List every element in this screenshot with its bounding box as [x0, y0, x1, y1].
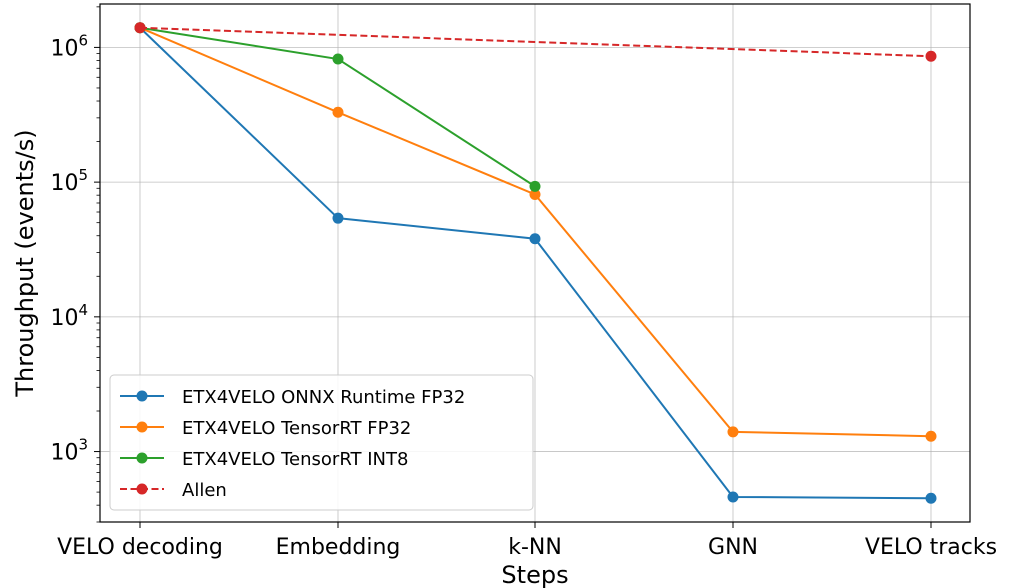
legend-entry: ETX4VELO ONNX Runtime FP32 — [182, 387, 465, 408]
x-tick-label: Embedding — [276, 535, 401, 560]
y-tick-exponent: 4 — [78, 301, 88, 319]
data-point — [332, 212, 344, 224]
x-tick-label: k-NN — [508, 535, 562, 560]
data-point — [134, 22, 146, 34]
data-point — [529, 233, 541, 245]
x-tick-label: GNN — [708, 535, 758, 560]
data-point — [925, 430, 937, 442]
data-point — [727, 426, 739, 438]
data-point — [925, 50, 937, 62]
data-point — [332, 106, 344, 118]
y-tick-base: 10 — [50, 171, 78, 196]
y-tick-base: 10 — [50, 306, 78, 331]
legend-marker — [136, 483, 148, 495]
series-line — [139, 26, 932, 58]
data-point — [925, 492, 937, 504]
legend-marker — [136, 390, 148, 402]
x-tick-label: VELO decoding — [57, 535, 223, 560]
legend: ETX4VELO ONNX Runtime FP32 ETX4VELO Tenso… — [109, 374, 534, 511]
series-3 — [134, 22, 937, 62]
data-point — [529, 180, 541, 192]
legend-entry: Allen — [182, 480, 227, 501]
y-tick-label: 106 — [50, 31, 88, 61]
y-tick-exponent: 3 — [78, 436, 88, 454]
data-point — [529, 188, 541, 200]
legend-marker — [136, 452, 148, 464]
legend-entry: ETX4VELO TensorRT INT8 — [182, 449, 408, 470]
y-tick-label: 105 — [50, 166, 88, 196]
y-tick-exponent: 5 — [78, 166, 88, 184]
legend-marker — [136, 421, 148, 433]
y-tick-exponent: 6 — [78, 31, 88, 49]
data-point — [727, 491, 739, 503]
x-tick-label: VELO tracks — [865, 535, 997, 560]
y-tick-base: 10 — [50, 441, 78, 466]
y-tick-label: 103 — [50, 436, 88, 466]
data-point — [332, 53, 344, 65]
series-layer — [134, 22, 937, 504]
y-axis-title: Throughput (events/s) — [11, 129, 39, 397]
legend-entry: ETX4VELO TensorRT FP32 — [182, 418, 411, 439]
x-axis: VELO decoding Embedding k-NN GNN VELO tracks — [57, 522, 997, 560]
x-axis-title: Steps — [501, 561, 568, 588]
legend-box — [109, 374, 534, 511]
y-tick-base: 10 — [50, 36, 78, 61]
y-tick-label: 104 — [50, 301, 88, 331]
